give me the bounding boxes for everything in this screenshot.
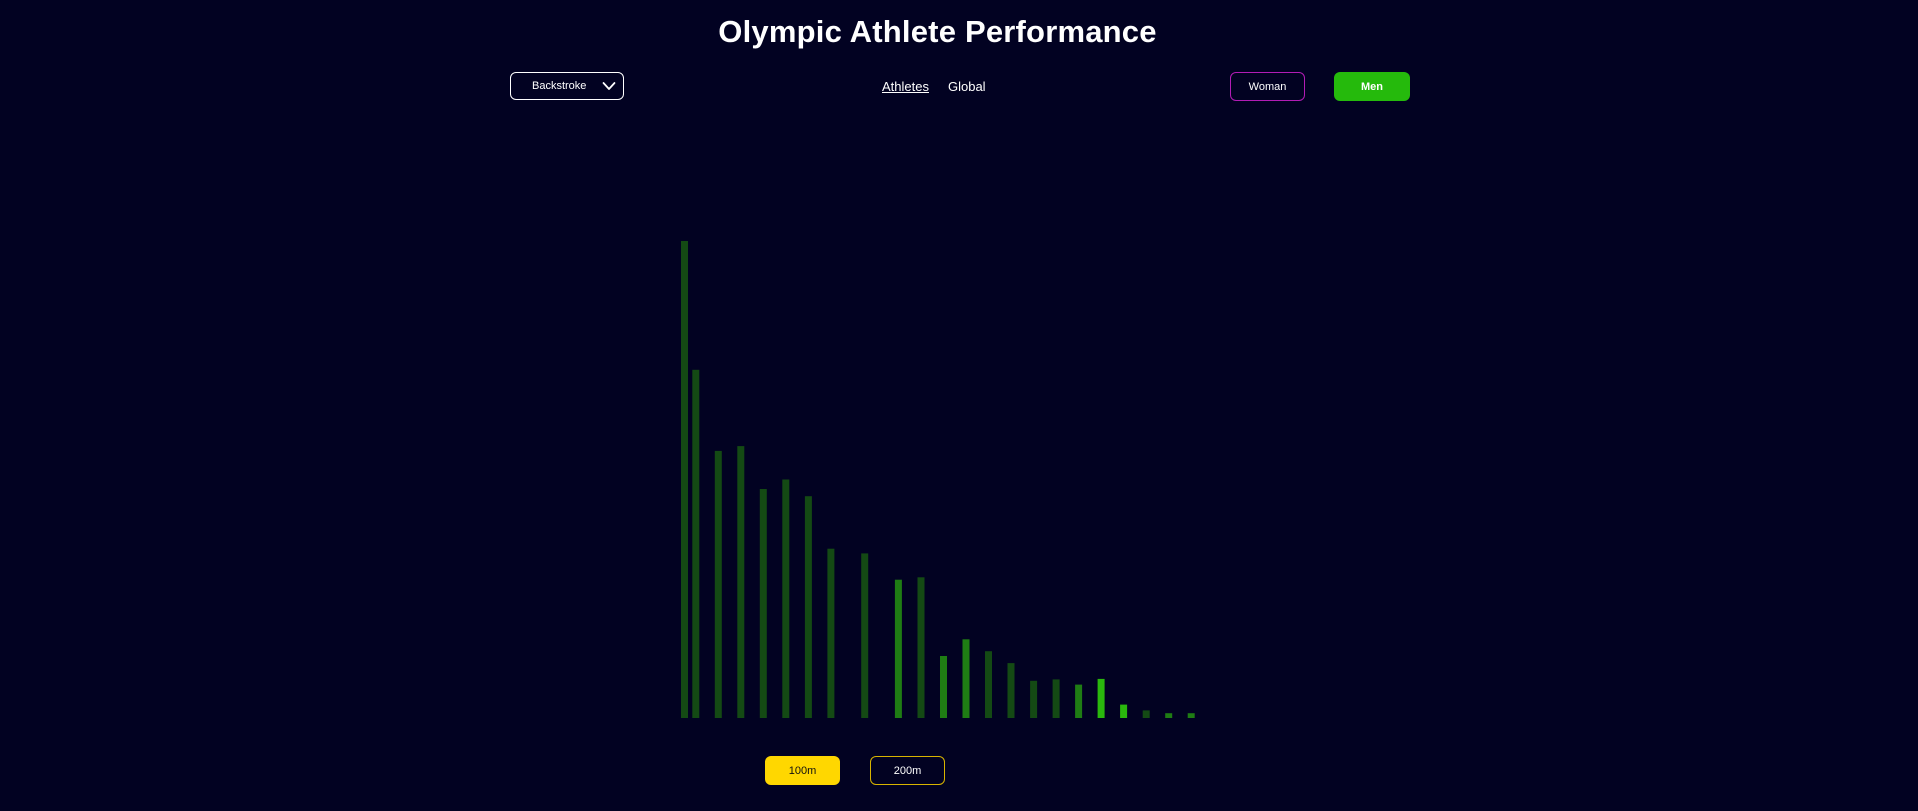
view-tabs: Athletes Global <box>882 79 986 94</box>
chart-bar-10[interactable] <box>894 579 902 718</box>
woman-button[interactable]: Woman <box>1230 72 1305 101</box>
chevron-down-icon <box>602 82 616 90</box>
chart-bar-18[interactable] <box>1075 684 1083 718</box>
chart-bar-20[interactable] <box>1120 704 1128 718</box>
distance-200m-button[interactable]: 200m <box>870 756 945 785</box>
distance-100m-button[interactable]: 100m <box>765 756 840 785</box>
chart-bar-11[interactable] <box>917 577 925 718</box>
chart-bar-2[interactable] <box>692 369 700 718</box>
tab-global[interactable]: Global <box>947 79 986 94</box>
chart-bar-12[interactable] <box>940 656 947 718</box>
page-title: Olympic Athlete Performance <box>718 14 1157 49</box>
men-button[interactable]: Men <box>1334 72 1410 101</box>
tab-athletes[interactable]: Athletes <box>882 79 929 94</box>
chart-bar-3[interactable] <box>714 450 722 718</box>
chart-bar-7[interactable] <box>804 496 812 718</box>
stroke-dropdown[interactable]: Backstroke <box>510 72 624 100</box>
chart-bar-14[interactable] <box>985 651 992 718</box>
chart-bar-17[interactable] <box>1052 679 1060 718</box>
chart-bar-8[interactable] <box>827 548 835 718</box>
chart-bar-22[interactable] <box>1165 713 1173 718</box>
chart-bar-19[interactable] <box>1097 678 1105 718</box>
chart-bar-1[interactable] <box>681 241 688 718</box>
stroke-dropdown-value: Backstroke <box>532 80 587 92</box>
chart-bar-13[interactable] <box>962 639 970 718</box>
chart-bar-23[interactable] <box>1187 713 1195 718</box>
chart-bar-15[interactable] <box>1007 663 1015 718</box>
chart-bar-9[interactable] <box>861 553 869 718</box>
chart-bar-16[interactable] <box>1030 680 1038 718</box>
chart-bar-5[interactable] <box>759 489 767 718</box>
chart-bar-4[interactable] <box>737 446 745 718</box>
chart-bar-21[interactable] <box>1142 710 1150 718</box>
chart-bar-6[interactable] <box>782 479 790 719</box>
